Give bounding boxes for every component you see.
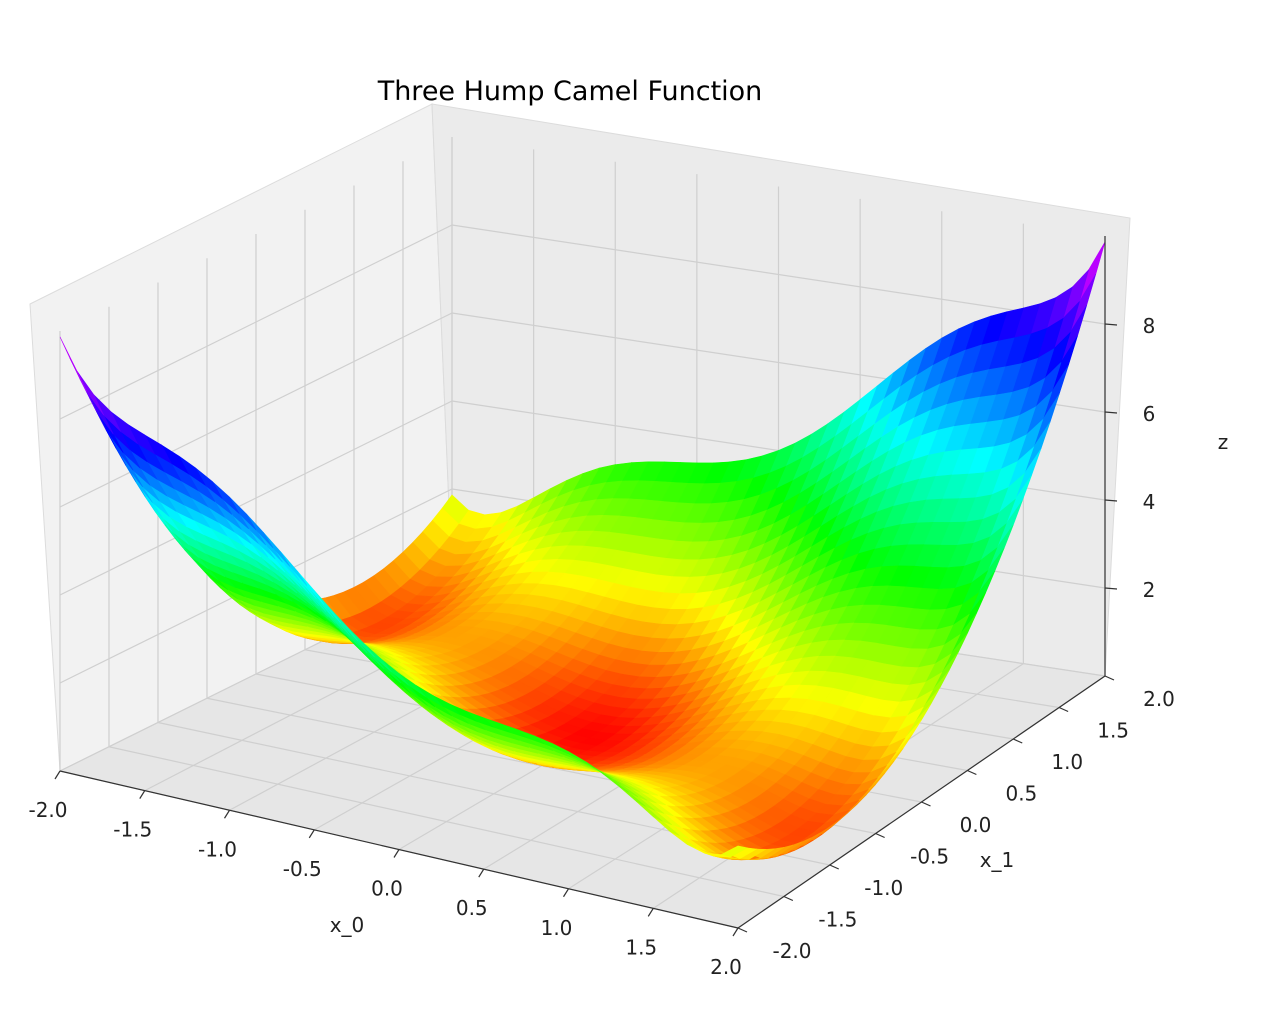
x-tick (393, 849, 400, 858)
y-tick-label: 0.5 (1005, 782, 1037, 806)
x-tick (732, 927, 739, 937)
z-tick (1104, 323, 1118, 326)
y-tick-label: -1.5 (818, 908, 857, 932)
left-grid-line (59, 224, 453, 420)
x-tick-label: -1.5 (113, 818, 152, 842)
x-tick-label: -0.5 (283, 857, 322, 881)
back-grid-line (451, 224, 1106, 325)
y-tick-label: 2.0 (1143, 687, 1175, 711)
x-tick (562, 888, 570, 898)
y-tick (737, 927, 748, 933)
left-grid-line (59, 312, 453, 508)
x-tick-label: 0.0 (371, 877, 403, 901)
x-axis-label: x_0 (330, 913, 365, 937)
surface-patch (59, 336, 87, 392)
y-tick-label: 0.0 (960, 813, 992, 837)
x-tick-label: 1.5 (625, 935, 657, 959)
x-tick (54, 770, 61, 780)
y-tick (967, 769, 977, 776)
x-tick-label: -2.0 (28, 798, 67, 822)
y-tick (1104, 675, 1115, 681)
left-grid-line (59, 400, 453, 596)
x-tick (223, 809, 231, 819)
z-tick-label: 2 (1143, 578, 1156, 602)
y-tick (875, 832, 885, 839)
y-tick (921, 801, 931, 807)
z-tick-label: 4 (1143, 490, 1156, 514)
y-tick-label: -1.0 (864, 876, 903, 900)
z-tick-label: 6 (1143, 402, 1156, 426)
x-tick (308, 829, 315, 839)
x-tick-label: -1.0 (198, 837, 237, 861)
x-tick-label: 0.5 (456, 896, 488, 920)
y-tick-label: 1.0 (1051, 750, 1083, 774)
y-axis-label: x_1 (980, 848, 1015, 872)
surface (59, 241, 1106, 861)
z-tick (1104, 499, 1118, 502)
x-tick (478, 868, 485, 878)
z-tick-label: 8 (1143, 314, 1156, 338)
y-tick-label: -0.5 (910, 845, 949, 869)
chart-title: Three Hump Camel Function (377, 76, 763, 107)
y-tick (829, 864, 839, 870)
y-tick (1013, 738, 1023, 744)
x-tick (647, 908, 654, 917)
x-tick-label: 1.0 (541, 916, 573, 940)
y-tick-label: -2.0 (772, 939, 811, 963)
y-tick-label: 1.5 (1097, 719, 1129, 743)
z-tick (1104, 587, 1118, 590)
y-tick (1058, 706, 1069, 713)
z-tick (1104, 411, 1118, 414)
x-tick (139, 790, 146, 799)
axes: -2.0-1.5-1.0-0.50.00.51.01.52.0-2.0-1.5-… (28, 236, 1175, 979)
x-tick-label: 2.0 (710, 955, 742, 979)
y-tick (783, 895, 794, 902)
z-axis-label: z (1218, 430, 1229, 454)
